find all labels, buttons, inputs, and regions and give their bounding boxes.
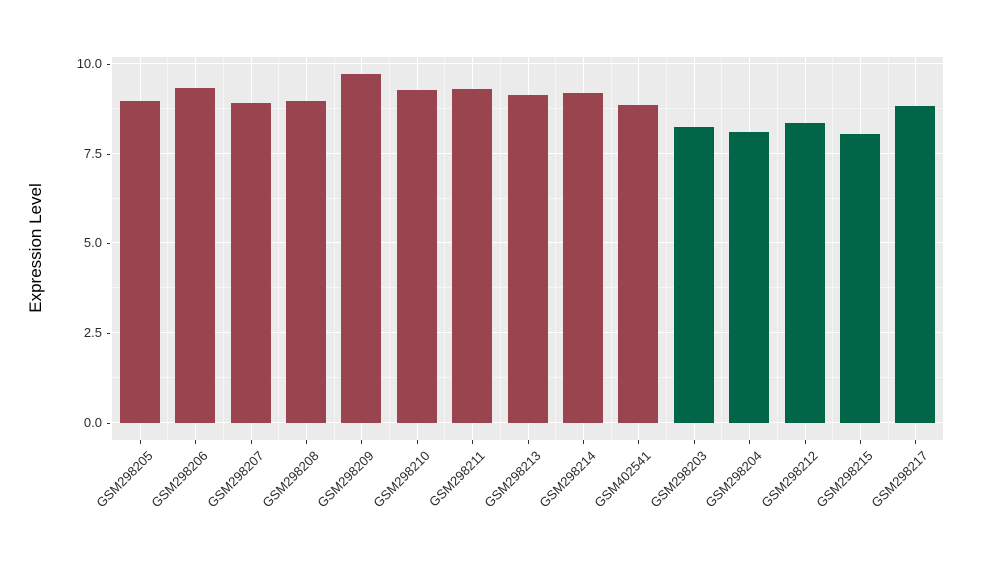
category-slot xyxy=(832,57,887,440)
category-slot xyxy=(278,57,333,440)
gridline-minor-x xyxy=(832,57,834,440)
bar-GSM298211 xyxy=(452,88,493,423)
category-slot xyxy=(444,57,499,440)
x-tick-label-GSM298206: GSM298206 xyxy=(148,448,211,511)
bar-GSM402541 xyxy=(618,105,659,423)
gridline-minor-x xyxy=(721,57,723,440)
y-tick-label: 0.0 xyxy=(83,414,102,430)
x-tick-label-GSM298208: GSM298208 xyxy=(259,448,322,511)
bar-GSM298208 xyxy=(285,100,326,423)
gridline-minor-x xyxy=(610,57,612,440)
gridline-minor-x xyxy=(444,57,446,440)
x-tick-mark xyxy=(250,440,252,444)
x-tick-label-GSM298217: GSM298217 xyxy=(868,448,931,511)
x-tick-mark xyxy=(693,440,695,444)
category-slot xyxy=(610,57,666,440)
bar-slots xyxy=(112,57,943,440)
bar-GSM298206 xyxy=(175,88,216,423)
bar-GSM298215 xyxy=(839,134,880,423)
x-tick-label-GSM402541: GSM402541 xyxy=(591,448,654,511)
x-tick-label-GSM298203: GSM298203 xyxy=(647,448,710,511)
category-slot xyxy=(167,57,222,440)
category-slot xyxy=(776,57,832,440)
gridline-minor-x xyxy=(222,57,224,440)
y-tick-mark xyxy=(107,64,110,66)
y-tick-mark xyxy=(107,422,110,424)
category-slot xyxy=(666,57,721,440)
category-slot xyxy=(721,57,776,440)
gridline-minor-x xyxy=(167,57,169,440)
x-tick-label-GSM298205: GSM298205 xyxy=(93,448,156,511)
gridline-minor-x xyxy=(776,57,778,440)
bar-GSM298212 xyxy=(784,123,825,423)
y-tick-label: 5.0 xyxy=(83,235,102,251)
gridline-minor-x xyxy=(555,57,557,440)
category-slot xyxy=(499,57,555,440)
x-tick-mark xyxy=(582,440,584,444)
x-tick-mark xyxy=(915,440,917,444)
category-slot xyxy=(887,57,943,440)
x-tick-mark xyxy=(195,440,197,444)
bar-GSM298204 xyxy=(729,132,770,423)
x-tick-label-GSM298210: GSM298210 xyxy=(370,448,433,511)
bar-GSM298210 xyxy=(396,90,437,423)
y-tick-mark xyxy=(107,243,110,245)
bar-GSM298213 xyxy=(507,95,548,423)
x-tick-mark xyxy=(749,440,751,444)
bar-GSM298209 xyxy=(341,74,382,423)
gridline-minor-x xyxy=(887,57,889,440)
x-tick-mark xyxy=(527,440,529,444)
x-tick-label-GSM298209: GSM298209 xyxy=(314,448,377,511)
x-tick-mark xyxy=(139,440,141,444)
category-slot xyxy=(222,57,278,440)
x-tick-label-GSM298212: GSM298212 xyxy=(757,448,821,511)
x-tick-mark xyxy=(804,440,806,444)
x-tick-mark xyxy=(472,440,474,444)
x-tick-mark xyxy=(859,440,861,444)
bar-GSM298214 xyxy=(562,93,603,423)
gridline-major-y xyxy=(112,63,943,65)
x-tick-mark xyxy=(305,440,307,444)
y-tick-label: 2.5 xyxy=(83,324,102,340)
x-tick-mark xyxy=(361,440,363,444)
bar-GSM298207 xyxy=(230,102,271,423)
bar-GSM298217 xyxy=(895,106,936,423)
gridline-minor-x xyxy=(333,57,335,440)
x-tick-mark xyxy=(638,440,640,444)
category-slot xyxy=(555,57,610,440)
category-slot xyxy=(112,57,167,440)
x-tick-mark xyxy=(416,440,418,444)
gridline-minor-x xyxy=(666,57,668,440)
y-tick-mark xyxy=(107,332,110,334)
bar-GSM298205 xyxy=(119,100,160,423)
x-tick-label-GSM298207: GSM298207 xyxy=(203,448,267,511)
y-tick-mark xyxy=(107,153,110,155)
plot-panel xyxy=(112,57,943,440)
x-tick-label-GSM298204: GSM298204 xyxy=(702,448,765,511)
bar-GSM298203 xyxy=(673,126,714,423)
gridline-minor-x xyxy=(499,57,501,440)
x-tick-label-GSM298211: GSM298211 xyxy=(426,448,488,510)
category-slot xyxy=(333,57,389,440)
y-tick-label: 10.0 xyxy=(76,56,102,72)
x-tick-label-GSM298215: GSM298215 xyxy=(813,448,876,511)
category-slot xyxy=(389,57,444,440)
x-tick-label-GSM298213: GSM298213 xyxy=(480,448,544,511)
y-tick-label: 7.5 xyxy=(83,145,102,161)
gridline-minor-x xyxy=(278,57,280,440)
x-tick-label-GSM298214: GSM298214 xyxy=(536,448,599,511)
gridline-minor-x xyxy=(389,57,391,440)
